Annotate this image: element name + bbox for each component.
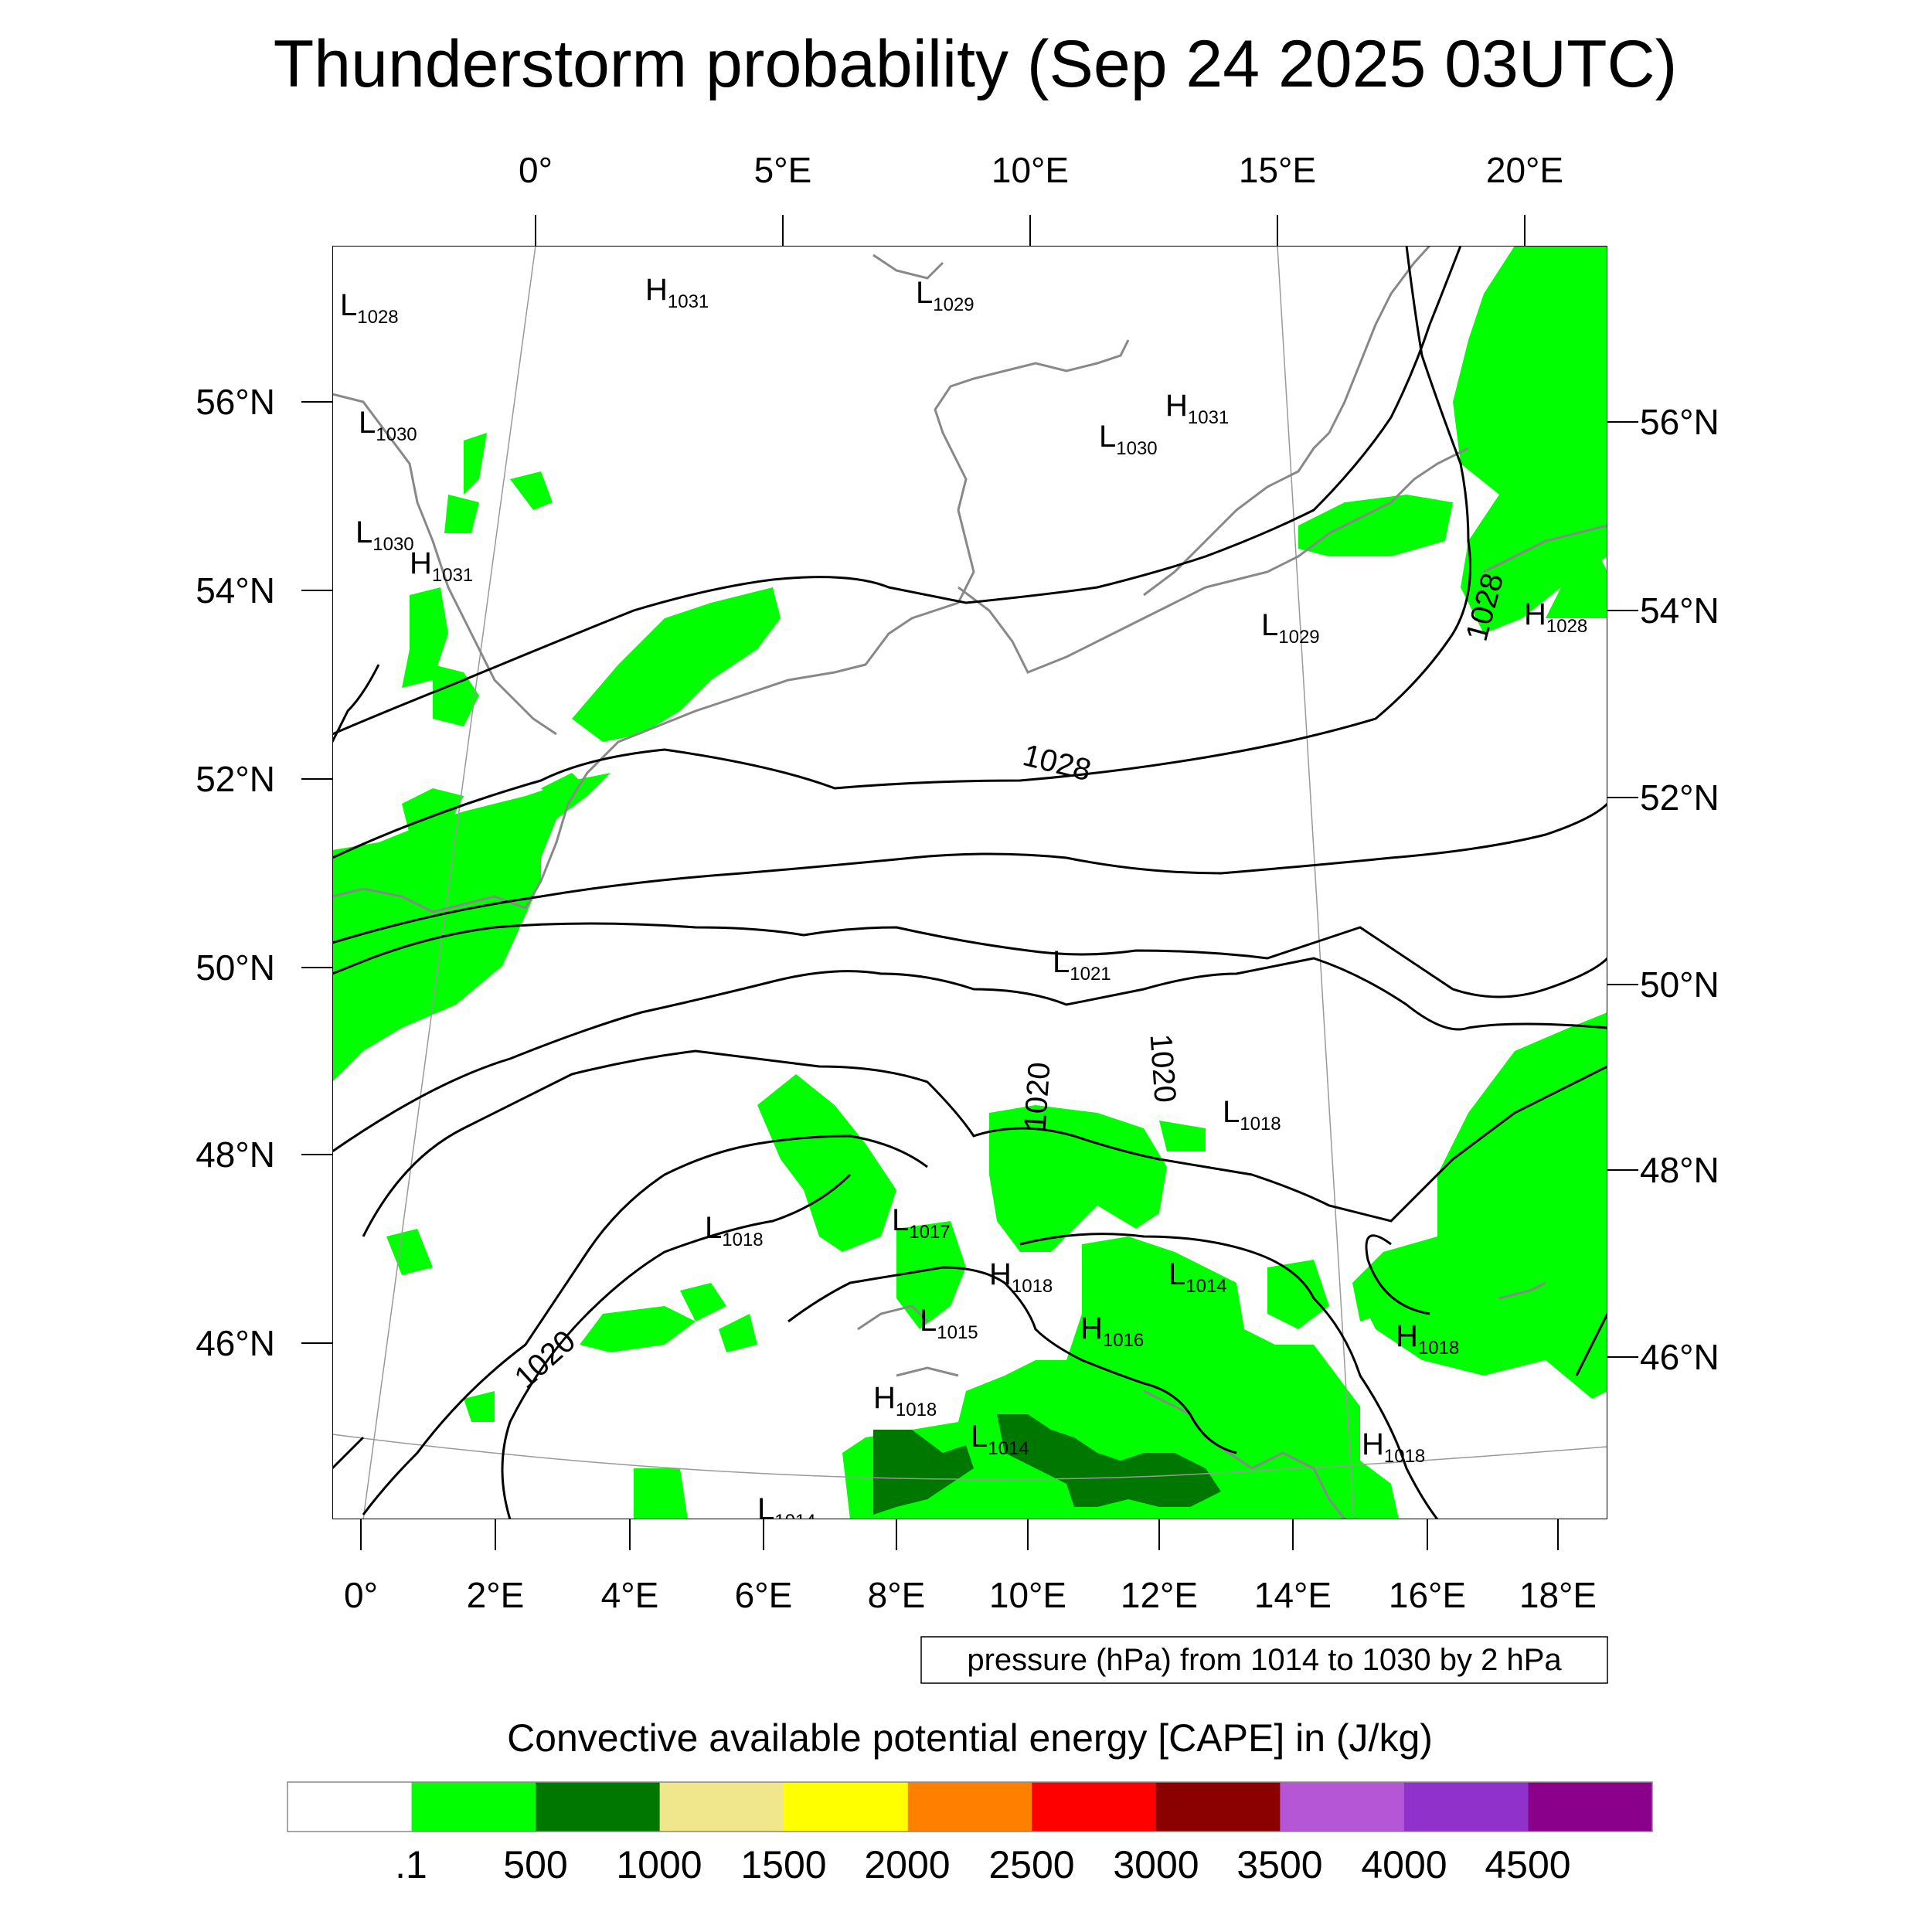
- pressure-center: L1014: [1168, 1257, 1227, 1297]
- right-latitude-labels: 56°N 54°N 52°N 50°N 48°N 46°N: [1640, 402, 1719, 1377]
- colorbar-tick-label: .1: [395, 1843, 427, 1886]
- contour-info-box: [920, 1636, 1608, 1684]
- pressure-center: H1016: [1080, 1311, 1144, 1351]
- pressure-center: L1028: [340, 288, 399, 328]
- map-panel: L1028 H1031 L1029 L1030 H1031 L1030 L103…: [332, 246, 1607, 1532]
- bottom-lon-label: 12°E: [1121, 1575, 1198, 1615]
- colorbar-swatch: [411, 1782, 536, 1832]
- contour-label: 1020: [1144, 1032, 1182, 1104]
- left-latitude-labels: 56°N 54°N 52°N 50°N 48°N 46°N: [196, 382, 275, 1363]
- pressure-center: H1018: [989, 1257, 1053, 1297]
- colorbar-swatch: [784, 1782, 909, 1832]
- colorbar-tick-labels: .1 500 1000 1500 2000 2500 3000 3500 400…: [395, 1843, 1570, 1886]
- bottom-lon-label: 10°E: [989, 1575, 1066, 1615]
- pressure-center: H1018: [873, 1381, 937, 1420]
- bottom-lon-label: 2°E: [467, 1575, 525, 1615]
- colorbar-frame: [287, 1781, 1653, 1832]
- right-lat-label: 52°N: [1640, 777, 1719, 818]
- top-lon-label: 15°E: [1239, 150, 1316, 190]
- pressure-center: L1030: [359, 406, 417, 445]
- colorbar-tick-label: 3000: [1113, 1843, 1199, 1886]
- right-tick-marks: [1607, 421, 1638, 1358]
- bottom-lon-label: 0°: [344, 1575, 378, 1615]
- pressure-center: H1018: [1362, 1427, 1425, 1467]
- bottom-lon-label: 6°E: [735, 1575, 793, 1615]
- bottom-tick-marks: [360, 1519, 1559, 1550]
- colorbar-tick-label: 4000: [1361, 1843, 1447, 1886]
- pressure-center: L1014: [971, 1420, 1029, 1459]
- left-lat-label: 50°N: [196, 947, 275, 988]
- top-lon-label: 5°E: [754, 150, 812, 190]
- contour-info-text: pressure (hPa) from 1014 to 1030 by 2 hP…: [967, 1643, 1562, 1677]
- figure-title: Thunderstorm probability (Sep 24 2025 03…: [274, 27, 1677, 101]
- pressure-center: L1030: [1099, 420, 1158, 459]
- pressure-center: H1028: [1524, 597, 1587, 637]
- bottom-lon-label: 4°E: [601, 1575, 659, 1615]
- top-lon-label: 0°: [519, 150, 553, 190]
- bottom-longitude-labels: 0° 2°E 4°E 6°E 8°E 10°E 12°E 14°E 16°E 1…: [344, 1575, 1597, 1615]
- top-lon-label: 20°E: [1486, 150, 1563, 190]
- pressure-center: L1029: [916, 276, 975, 315]
- colorbar-tick-label: 4500: [1485, 1843, 1570, 1886]
- colorbar-swatch: [907, 1782, 1032, 1832]
- cape-fill-light-green: [332, 246, 1607, 1519]
- right-lat-label: 54°N: [1640, 590, 1719, 631]
- bottom-lon-label: 14°E: [1254, 1575, 1332, 1615]
- left-lat-label: 48°N: [196, 1134, 275, 1175]
- bottom-lon-label: 18°E: [1519, 1575, 1597, 1615]
- colorbar-swatch: [536, 1782, 661, 1832]
- colorbar-swatch: [1032, 1782, 1157, 1832]
- isobars: [332, 246, 1607, 1519]
- cape-fill-dark-green: [873, 1414, 1221, 1515]
- pressure-center: H1031: [645, 273, 709, 312]
- left-tick-marks: [301, 401, 332, 1344]
- left-lat-label: 54°N: [196, 570, 275, 611]
- contour-label: 1020: [1018, 1061, 1056, 1132]
- colorbar-tick-label: 1000: [616, 1843, 702, 1886]
- pressure-center: L1021: [1053, 945, 1111, 985]
- pressure-center: L1018: [705, 1211, 764, 1250]
- pressure-center: L1014: [757, 1492, 816, 1532]
- colorbar-tick-label: 1500: [740, 1843, 826, 1886]
- colorbar-swatch: [1155, 1782, 1281, 1832]
- top-tick-marks: [535, 215, 1526, 246]
- bottom-lon-label: 8°E: [868, 1575, 926, 1615]
- colorbar-tick-label: 2500: [988, 1843, 1074, 1886]
- colorbar-title: Convective available potential energy [C…: [507, 1716, 1433, 1760]
- right-lat-label: 50°N: [1640, 964, 1719, 1005]
- right-lat-label: 46°N: [1640, 1337, 1719, 1377]
- pressure-center: H1018: [1396, 1319, 1459, 1359]
- graticule: [332, 246, 1607, 1519]
- colorbar: [287, 1781, 1653, 1832]
- left-lat-label: 56°N: [196, 382, 275, 422]
- pressure-center: H1031: [1165, 389, 1229, 428]
- pressure-center: L1030: [355, 515, 414, 555]
- colorbar-tick-label: 500: [503, 1843, 567, 1886]
- pressure-center: L1018: [1223, 1095, 1281, 1134]
- colorbar-swatch: [1528, 1782, 1653, 1832]
- bottom-lon-label: 16°E: [1389, 1575, 1466, 1615]
- left-lat-label: 52°N: [196, 759, 275, 799]
- top-lon-label: 10°E: [992, 150, 1069, 190]
- pressure-center: L1017: [892, 1203, 951, 1243]
- colorbar-swatch: [659, 1782, 784, 1832]
- left-lat-label: 46°N: [196, 1323, 275, 1363]
- top-longitude-labels: 0° 5°E 10°E 15°E 20°E: [519, 150, 1563, 190]
- pressure-center: H1031: [410, 546, 473, 586]
- right-lat-label: 48°N: [1640, 1150, 1719, 1190]
- colorbar-tick-label: 2000: [864, 1843, 950, 1886]
- right-lat-label: 56°N: [1640, 402, 1719, 442]
- colorbar-tick-label: 3500: [1236, 1843, 1322, 1886]
- pressure-center: L1029: [1261, 608, 1320, 648]
- colorbar-swatch: [287, 1782, 413, 1832]
- colorbar-swatch: [1403, 1782, 1529, 1832]
- colorbar-swatch: [1280, 1782, 1405, 1832]
- pressure-centers: L1028 H1031 L1029 L1030 H1031 L1030 L103…: [340, 273, 1587, 1532]
- pressure-center: L1015: [920, 1304, 978, 1343]
